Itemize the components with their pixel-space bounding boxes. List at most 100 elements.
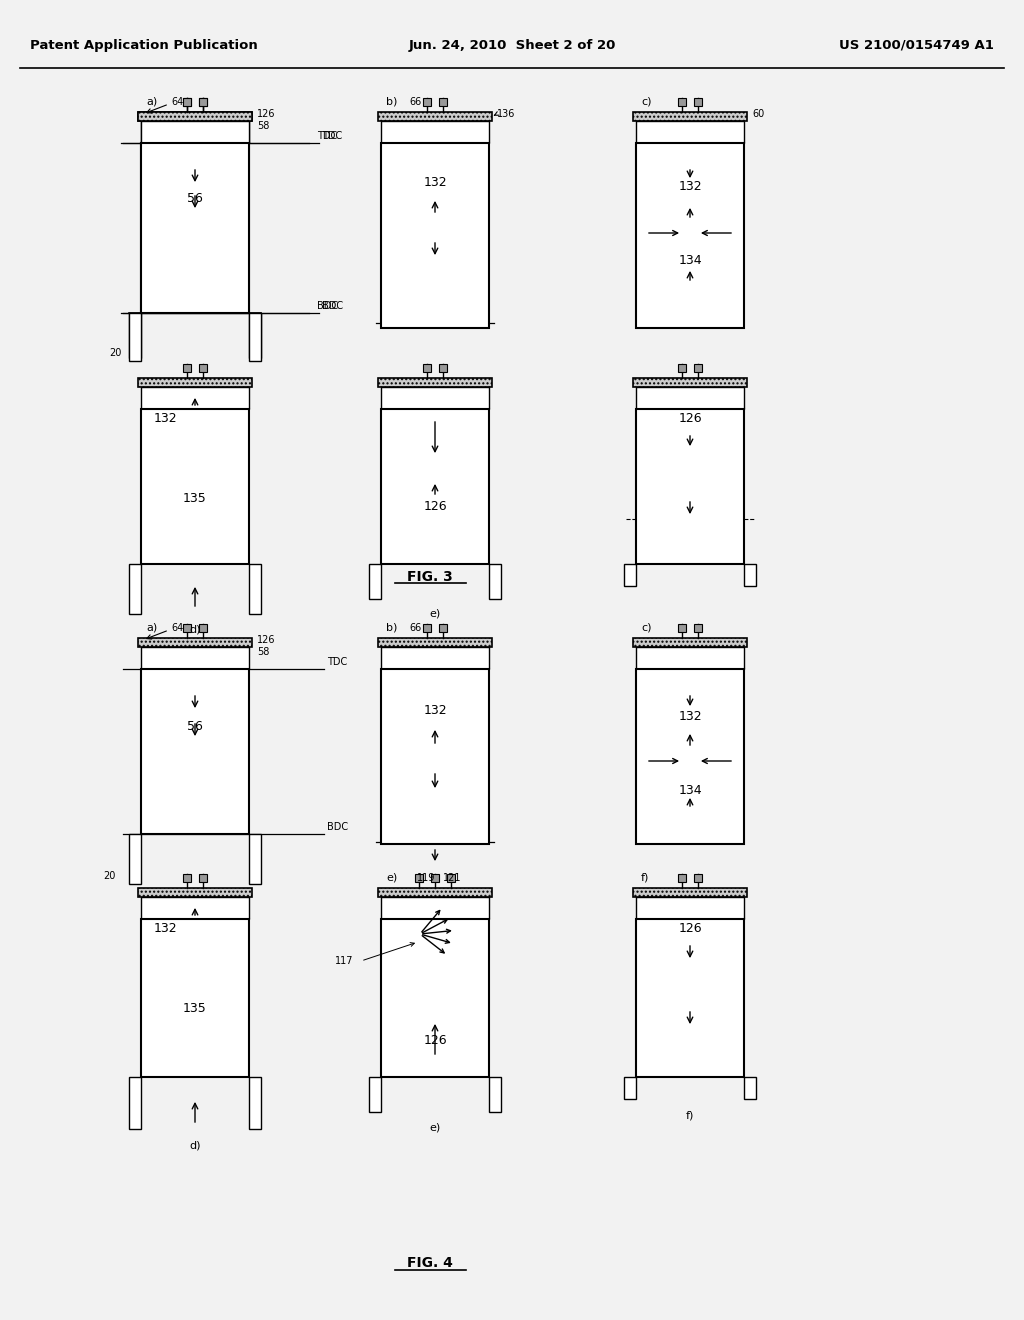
- Bar: [141, 409, 249, 564]
- Bar: [378, 378, 492, 387]
- Text: 126: 126: [678, 412, 701, 425]
- Text: a): a): [146, 623, 158, 634]
- Text: TDC: TDC: [317, 131, 337, 141]
- Bar: [636, 647, 744, 669]
- Bar: [639, 223, 741, 243]
- Text: 132: 132: [423, 177, 446, 190]
- Bar: [639, 411, 741, 432]
- Bar: [678, 364, 686, 372]
- Bar: [423, 98, 431, 106]
- Text: BDC: BDC: [322, 301, 343, 312]
- Bar: [129, 564, 141, 614]
- Text: 134: 134: [678, 255, 701, 268]
- Text: 119: 119: [417, 873, 435, 883]
- Bar: [694, 874, 702, 882]
- Bar: [636, 898, 744, 919]
- Bar: [199, 98, 207, 106]
- Bar: [249, 313, 261, 358]
- Text: 121: 121: [443, 873, 462, 883]
- Text: TDC: TDC: [327, 657, 347, 667]
- Text: 20: 20: [103, 871, 116, 880]
- Bar: [489, 564, 501, 599]
- Bar: [378, 112, 492, 121]
- Bar: [489, 1077, 501, 1111]
- Bar: [633, 112, 746, 121]
- Text: 58: 58: [257, 647, 269, 657]
- Text: e): e): [429, 1122, 440, 1133]
- Bar: [636, 669, 744, 843]
- Text: Jun. 24, 2010  Sheet 2 of 20: Jun. 24, 2010 Sheet 2 of 20: [409, 38, 615, 51]
- Text: 126: 126: [257, 110, 275, 119]
- Bar: [183, 624, 191, 632]
- Bar: [624, 564, 636, 586]
- Bar: [138, 888, 252, 898]
- Text: e): e): [429, 609, 440, 619]
- Text: Patent Application Publication: Patent Application Publication: [30, 38, 258, 51]
- Bar: [439, 624, 447, 632]
- Bar: [183, 874, 191, 882]
- Bar: [183, 98, 191, 106]
- Bar: [144, 411, 246, 432]
- Text: 56: 56: [187, 191, 203, 205]
- Bar: [183, 364, 191, 372]
- Bar: [378, 638, 492, 647]
- Bar: [144, 145, 246, 165]
- Text: BDC: BDC: [317, 301, 338, 312]
- Text: f): f): [641, 873, 649, 883]
- Text: 134: 134: [678, 784, 701, 797]
- Text: 58: 58: [257, 121, 269, 131]
- Text: 64: 64: [171, 96, 183, 107]
- Text: 132: 132: [154, 412, 177, 425]
- Text: 126: 126: [423, 500, 446, 513]
- Bar: [141, 898, 249, 919]
- Text: 64: 64: [171, 623, 183, 634]
- Text: e): e): [386, 873, 397, 883]
- Bar: [381, 919, 489, 1077]
- Bar: [384, 999, 486, 1019]
- Bar: [678, 98, 686, 106]
- Bar: [249, 564, 261, 614]
- Text: 135: 135: [183, 492, 207, 506]
- Bar: [423, 624, 431, 632]
- Bar: [381, 121, 489, 143]
- Text: 135: 135: [183, 1002, 207, 1015]
- Bar: [141, 143, 249, 313]
- Text: d): d): [189, 1140, 201, 1150]
- Bar: [249, 1077, 261, 1129]
- Bar: [183, 98, 191, 106]
- Bar: [624, 1077, 636, 1100]
- Bar: [636, 409, 744, 564]
- Bar: [141, 669, 249, 834]
- Bar: [129, 313, 141, 360]
- Bar: [678, 874, 686, 882]
- Bar: [129, 313, 141, 358]
- Text: d): d): [189, 624, 201, 634]
- Bar: [378, 888, 492, 898]
- Bar: [639, 145, 741, 165]
- Bar: [381, 409, 489, 564]
- Bar: [369, 1077, 381, 1111]
- Bar: [423, 364, 431, 372]
- Text: f): f): [686, 1110, 694, 1119]
- Bar: [744, 1077, 756, 1100]
- Bar: [636, 387, 744, 409]
- Text: 126: 126: [678, 923, 701, 936]
- Bar: [141, 143, 249, 313]
- Text: a): a): [146, 96, 158, 107]
- Bar: [639, 921, 741, 941]
- Bar: [138, 112, 252, 121]
- Bar: [415, 874, 423, 882]
- Bar: [141, 919, 249, 1077]
- Text: b): b): [386, 623, 397, 634]
- Text: 126: 126: [423, 1035, 446, 1048]
- Text: 60: 60: [752, 110, 764, 119]
- Bar: [199, 364, 207, 372]
- Bar: [633, 888, 746, 898]
- Bar: [129, 1077, 141, 1129]
- Bar: [141, 121, 249, 143]
- Bar: [369, 564, 381, 599]
- Text: 66: 66: [409, 96, 421, 107]
- Text: TDC: TDC: [322, 131, 342, 141]
- Bar: [744, 564, 756, 586]
- Text: 126: 126: [257, 635, 275, 645]
